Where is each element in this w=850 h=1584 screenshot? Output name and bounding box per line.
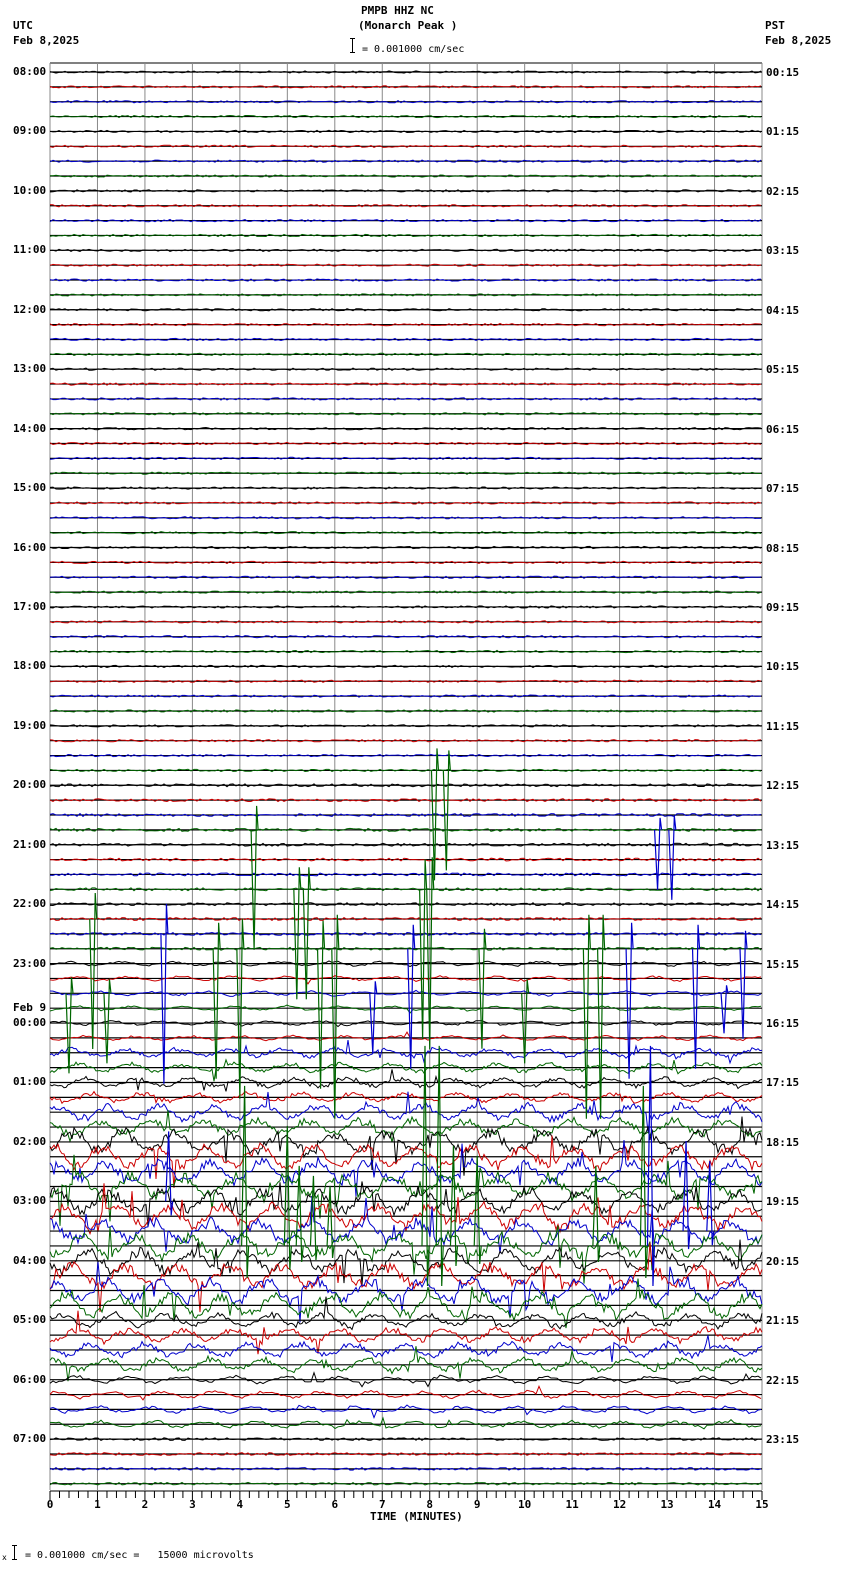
utc-hour-label: 09:00 [13,124,47,138]
x-tick-label: 7 [378,1498,386,1511]
x-tick-label: 8 [426,1498,434,1511]
utc-hour-label: 08:00 [13,65,47,78]
utc-hour-label: 03:00 [13,1194,47,1208]
pst-hour-label: 13:15 [766,838,800,852]
pst-hour-label: 12:15 [766,779,800,793]
x-tick-label: 11 [565,1498,579,1511]
utc-hour-label: 15:00 [13,481,47,495]
station-title: PMPB HHZ NC [361,4,434,17]
left-date: Feb 8,2025 [13,34,80,47]
pst-hour-label: 06:15 [766,422,800,436]
utc-hour-label: 01:00 [13,1075,47,1089]
utc-hour-label: 20:00 [13,778,47,792]
x-tick-label: 13 [660,1498,674,1511]
utc-hour-label: 00:00 [13,1016,47,1030]
x-tick-label: 6 [331,1498,339,1511]
x-tick-label: 5 [284,1498,291,1511]
x-tick-label: 2 [141,1498,149,1511]
utc-hour-label: 10:00 [13,183,47,197]
pst-hour-label: 20:15 [766,1254,800,1268]
x-tick-label: 3 [189,1498,196,1511]
pst-hour-label: 17:15 [766,1076,800,1090]
utc-hour-label: 14:00 [13,421,47,435]
x-tick-label: 12 [612,1498,627,1511]
scale-marker: x [2,1553,7,1562]
station-location: (Monarch Peak ) [358,19,458,32]
pst-hour-label: 18:15 [766,1135,800,1149]
x-tick-label: 1 [94,1498,101,1511]
pst-hour-label: 03:15 [766,244,800,258]
pst-hour-label: 16:15 [766,1017,800,1031]
right-date: Feb 8,2025 [765,34,832,47]
pst-hour-label: 08:15 [766,541,800,555]
pst-hour-label: 00:15 [766,66,800,79]
pst-hour-label: 23:15 [766,1433,800,1447]
x-axis-label: TIME (MINUTES) [370,1510,463,1523]
pst-hour-label: 02:15 [766,184,800,198]
x-tick-label: 0 [46,1498,54,1511]
x-tick-label: 9 [473,1498,481,1511]
pst-hour-label: 10:15 [766,660,800,674]
utc-hour-label: 02:00 [13,1134,47,1148]
pst-hour-label: 14:15 [766,898,800,912]
scale-bar-icon [350,38,355,53]
pst-hour-label: 21:15 [766,1314,800,1328]
pst-hour-label: 11:15 [766,719,800,733]
x-tick-label: 4 [236,1498,244,1511]
utc-hour-label: 16:00 [13,540,47,554]
utc-hour-label: 11:00 [13,243,47,257]
utc-hour-label: 07:00 [13,1432,47,1446]
utc-hour-label: 12:00 [13,302,47,316]
pst-hour-label: 07:15 [766,482,800,496]
utc-hour-label: 19:00 [13,718,47,732]
footer-scale-bar-icon [12,1545,17,1560]
pst-hour-label: 04:15 [766,303,800,317]
pst-hour-label: 09:15 [766,600,800,614]
scale-label: = 0.001000 cm/sec [362,44,465,55]
utc-hour-label: 13:00 [13,362,47,376]
footer-scale-note: = 0.001000 cm/sec = 15000 microvolts [25,1550,254,1561]
utc-hour-label: 18:00 [13,659,47,673]
pst-hour-label: 05:15 [766,363,800,377]
right-timezone: PST [765,19,785,32]
pst-hour-label: 22:15 [766,1373,800,1387]
x-tick-label: 14 [707,1498,722,1511]
pst-hour-label: 01:15 [766,125,800,139]
utc-hour-label: 22:00 [13,897,47,911]
utc-hour-label: 05:00 [13,1313,47,1327]
pst-hour-label: 19:15 [766,1195,800,1209]
utc-hour-label: 23:00 [13,956,47,970]
x-tick-label: 15 [755,1498,769,1511]
utc-hour-label: 06:00 [13,1372,47,1386]
utc-hour-label: 04:00 [13,1253,47,1267]
left-timezone: UTC [13,19,33,32]
x-tick-label: 10 [518,1498,532,1511]
utc-hour-label: 21:00 [13,837,47,851]
utc-hour-label: 17:00 [13,599,47,613]
pst-hour-label: 15:15 [766,957,800,971]
date-change-label: Feb 9 [13,1001,47,1015]
